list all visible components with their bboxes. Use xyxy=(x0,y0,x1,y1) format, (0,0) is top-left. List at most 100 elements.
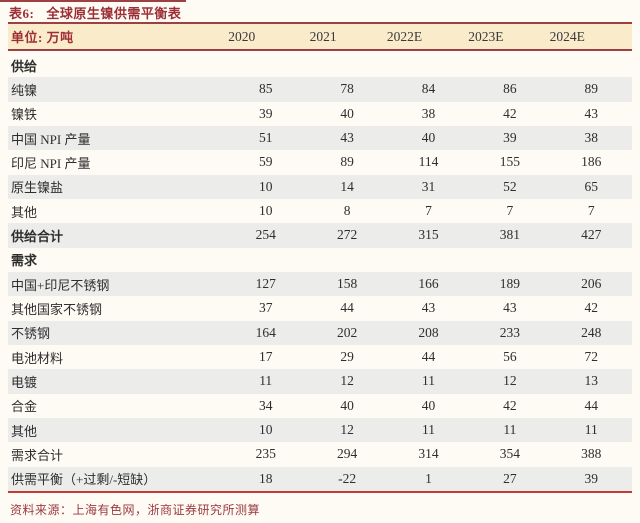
row-label: 中国 NPI 产量 xyxy=(11,131,91,147)
table-title: 全球原生镍供需平衡表 xyxy=(46,6,182,21)
table-caption: 表6: 全球原生镍供需平衡表 xyxy=(9,3,181,22)
table-row: 供给 xyxy=(8,53,632,77)
cell-value: 27 xyxy=(503,470,517,486)
cell-value: 12 xyxy=(340,422,354,438)
row-label: 不锈钢 xyxy=(11,326,51,342)
cell-value: 65 xyxy=(584,178,599,194)
cell-value: 59 xyxy=(258,154,273,170)
cell-value: 114 xyxy=(418,154,439,170)
table-row: 原生镍盐 10 14 31 52 65 xyxy=(8,174,632,199)
cell-value: 17 xyxy=(258,349,273,365)
cell-value: 388 xyxy=(581,446,602,462)
cell-value: 1 xyxy=(425,470,432,486)
cell-value: 11 xyxy=(503,422,517,438)
cell-value: 127 xyxy=(255,276,276,292)
row-label: 供给 xyxy=(11,58,38,74)
row-label: 原生镍盐 xyxy=(11,180,64,196)
cell-value: 72 xyxy=(584,349,599,365)
cell-value: 42 xyxy=(503,397,517,413)
row-label: 电池材料 xyxy=(11,350,64,366)
cell-value: 381 xyxy=(499,227,521,243)
cell-value: 42 xyxy=(584,300,599,316)
cell-value: 14 xyxy=(340,178,354,194)
cell-value: 38 xyxy=(584,130,599,146)
cell-value: 12 xyxy=(503,373,517,389)
cell-value: 42 xyxy=(503,105,517,121)
column-header-2024e: 2024E xyxy=(549,28,585,44)
cell-value: 12 xyxy=(340,373,354,389)
cell-value: 186 xyxy=(581,154,602,170)
cell-value: 37 xyxy=(258,300,273,316)
cell-value: 85 xyxy=(258,81,273,97)
row-label: 合金 xyxy=(11,399,38,415)
cell-value: 166 xyxy=(418,276,439,292)
cell-value: 31 xyxy=(421,178,436,194)
table-row: 中国+印尼不锈钢 127 158 166 189 206 xyxy=(8,271,632,297)
cell-value: 39 xyxy=(503,130,517,146)
cell-value: 189 xyxy=(499,276,521,292)
cell-value: 44 xyxy=(584,397,599,413)
cell-value: 254 xyxy=(255,227,276,243)
cell-value: 18 xyxy=(258,470,273,486)
table-row: 中国 NPI 产量 51 43 40 39 38 xyxy=(8,125,632,151)
row-label: 印尼 NPI 产量 xyxy=(11,155,91,171)
cell-value: 43 xyxy=(421,300,436,316)
table-row: 其他国家不锈钢 37 44 43 43 42 xyxy=(8,296,632,320)
row-label: 中国+印尼不锈钢 xyxy=(11,277,110,293)
cell-value: 44 xyxy=(340,300,354,316)
cell-value: 89 xyxy=(340,154,354,170)
row-label: 电镀 xyxy=(11,374,38,390)
row-label: 供给合计 xyxy=(11,228,64,244)
cell-value: 40 xyxy=(421,397,436,413)
cell-value: 294 xyxy=(336,446,358,462)
row-label: 需求 xyxy=(11,253,38,269)
cell-value: 10 xyxy=(258,422,273,438)
cell-value: 43 xyxy=(503,300,517,316)
cell-value: 354 xyxy=(499,446,521,462)
table-bottom-rule xyxy=(8,491,632,493)
row-label: 镍铁 xyxy=(11,107,38,123)
cell-value: 10 xyxy=(258,203,273,219)
cell-value: 10 xyxy=(258,178,273,194)
row-label: 其他 xyxy=(11,423,38,439)
source-note: 资料来源：上海有色网，浙商证券研究所测算 xyxy=(10,503,261,517)
cell-value: 7 xyxy=(425,203,432,219)
cell-value: 11 xyxy=(259,373,273,389)
cell-value: 315 xyxy=(418,227,439,243)
cell-value: 43 xyxy=(340,130,354,146)
column-header-2020: 2020 xyxy=(228,28,256,44)
column-header-2023e: 2023E xyxy=(468,28,504,44)
table-row: 需求 xyxy=(8,248,632,272)
cell-value: 202 xyxy=(336,324,358,340)
cell-value: 158 xyxy=(336,276,358,292)
cell-value: 86 xyxy=(503,81,517,97)
column-header-2022e: 2022E xyxy=(386,28,423,44)
table-row: 印尼 NPI 产量 59 89 114 155 186 xyxy=(8,150,632,174)
cell-value: 11 xyxy=(421,422,435,438)
cell-value: 155 xyxy=(499,154,521,170)
row-label: 供需平衡（+过剩/-短缺） xyxy=(11,472,157,488)
cell-value: 208 xyxy=(418,324,439,340)
cell-value: 40 xyxy=(340,397,354,413)
cell-value: 8 xyxy=(343,203,351,219)
cell-value: 314 xyxy=(418,446,439,462)
cell-value: 40 xyxy=(340,105,354,121)
cell-value: 78 xyxy=(340,81,354,97)
table-row: 其他 10 8 7 7 7 xyxy=(8,199,632,223)
table-row: 合金 34 40 40 42 44 xyxy=(8,394,632,418)
cell-value: 13 xyxy=(584,373,599,389)
cell-value: 164 xyxy=(255,324,276,340)
table-number-label: 表6: xyxy=(9,6,35,21)
table-row: 供需平衡（+过剩/-短缺） 18 -22 1 27 39 xyxy=(8,466,632,491)
table-row: 纯镍 85 78 84 86 89 xyxy=(8,77,632,102)
table-row: 需求合计 235 294 314 354 388 xyxy=(8,442,632,466)
unit-label: 单位: 万吨 xyxy=(11,30,74,45)
cell-value: 56 xyxy=(503,349,517,365)
cell-value: 248 xyxy=(581,324,602,340)
cell-value: 39 xyxy=(584,470,599,486)
cell-value: 206 xyxy=(581,276,602,292)
cell-value: 34 xyxy=(258,397,273,413)
column-header-2021: 2021 xyxy=(309,28,337,44)
table-row: 电池材料 17 29 44 56 72 xyxy=(8,345,632,369)
